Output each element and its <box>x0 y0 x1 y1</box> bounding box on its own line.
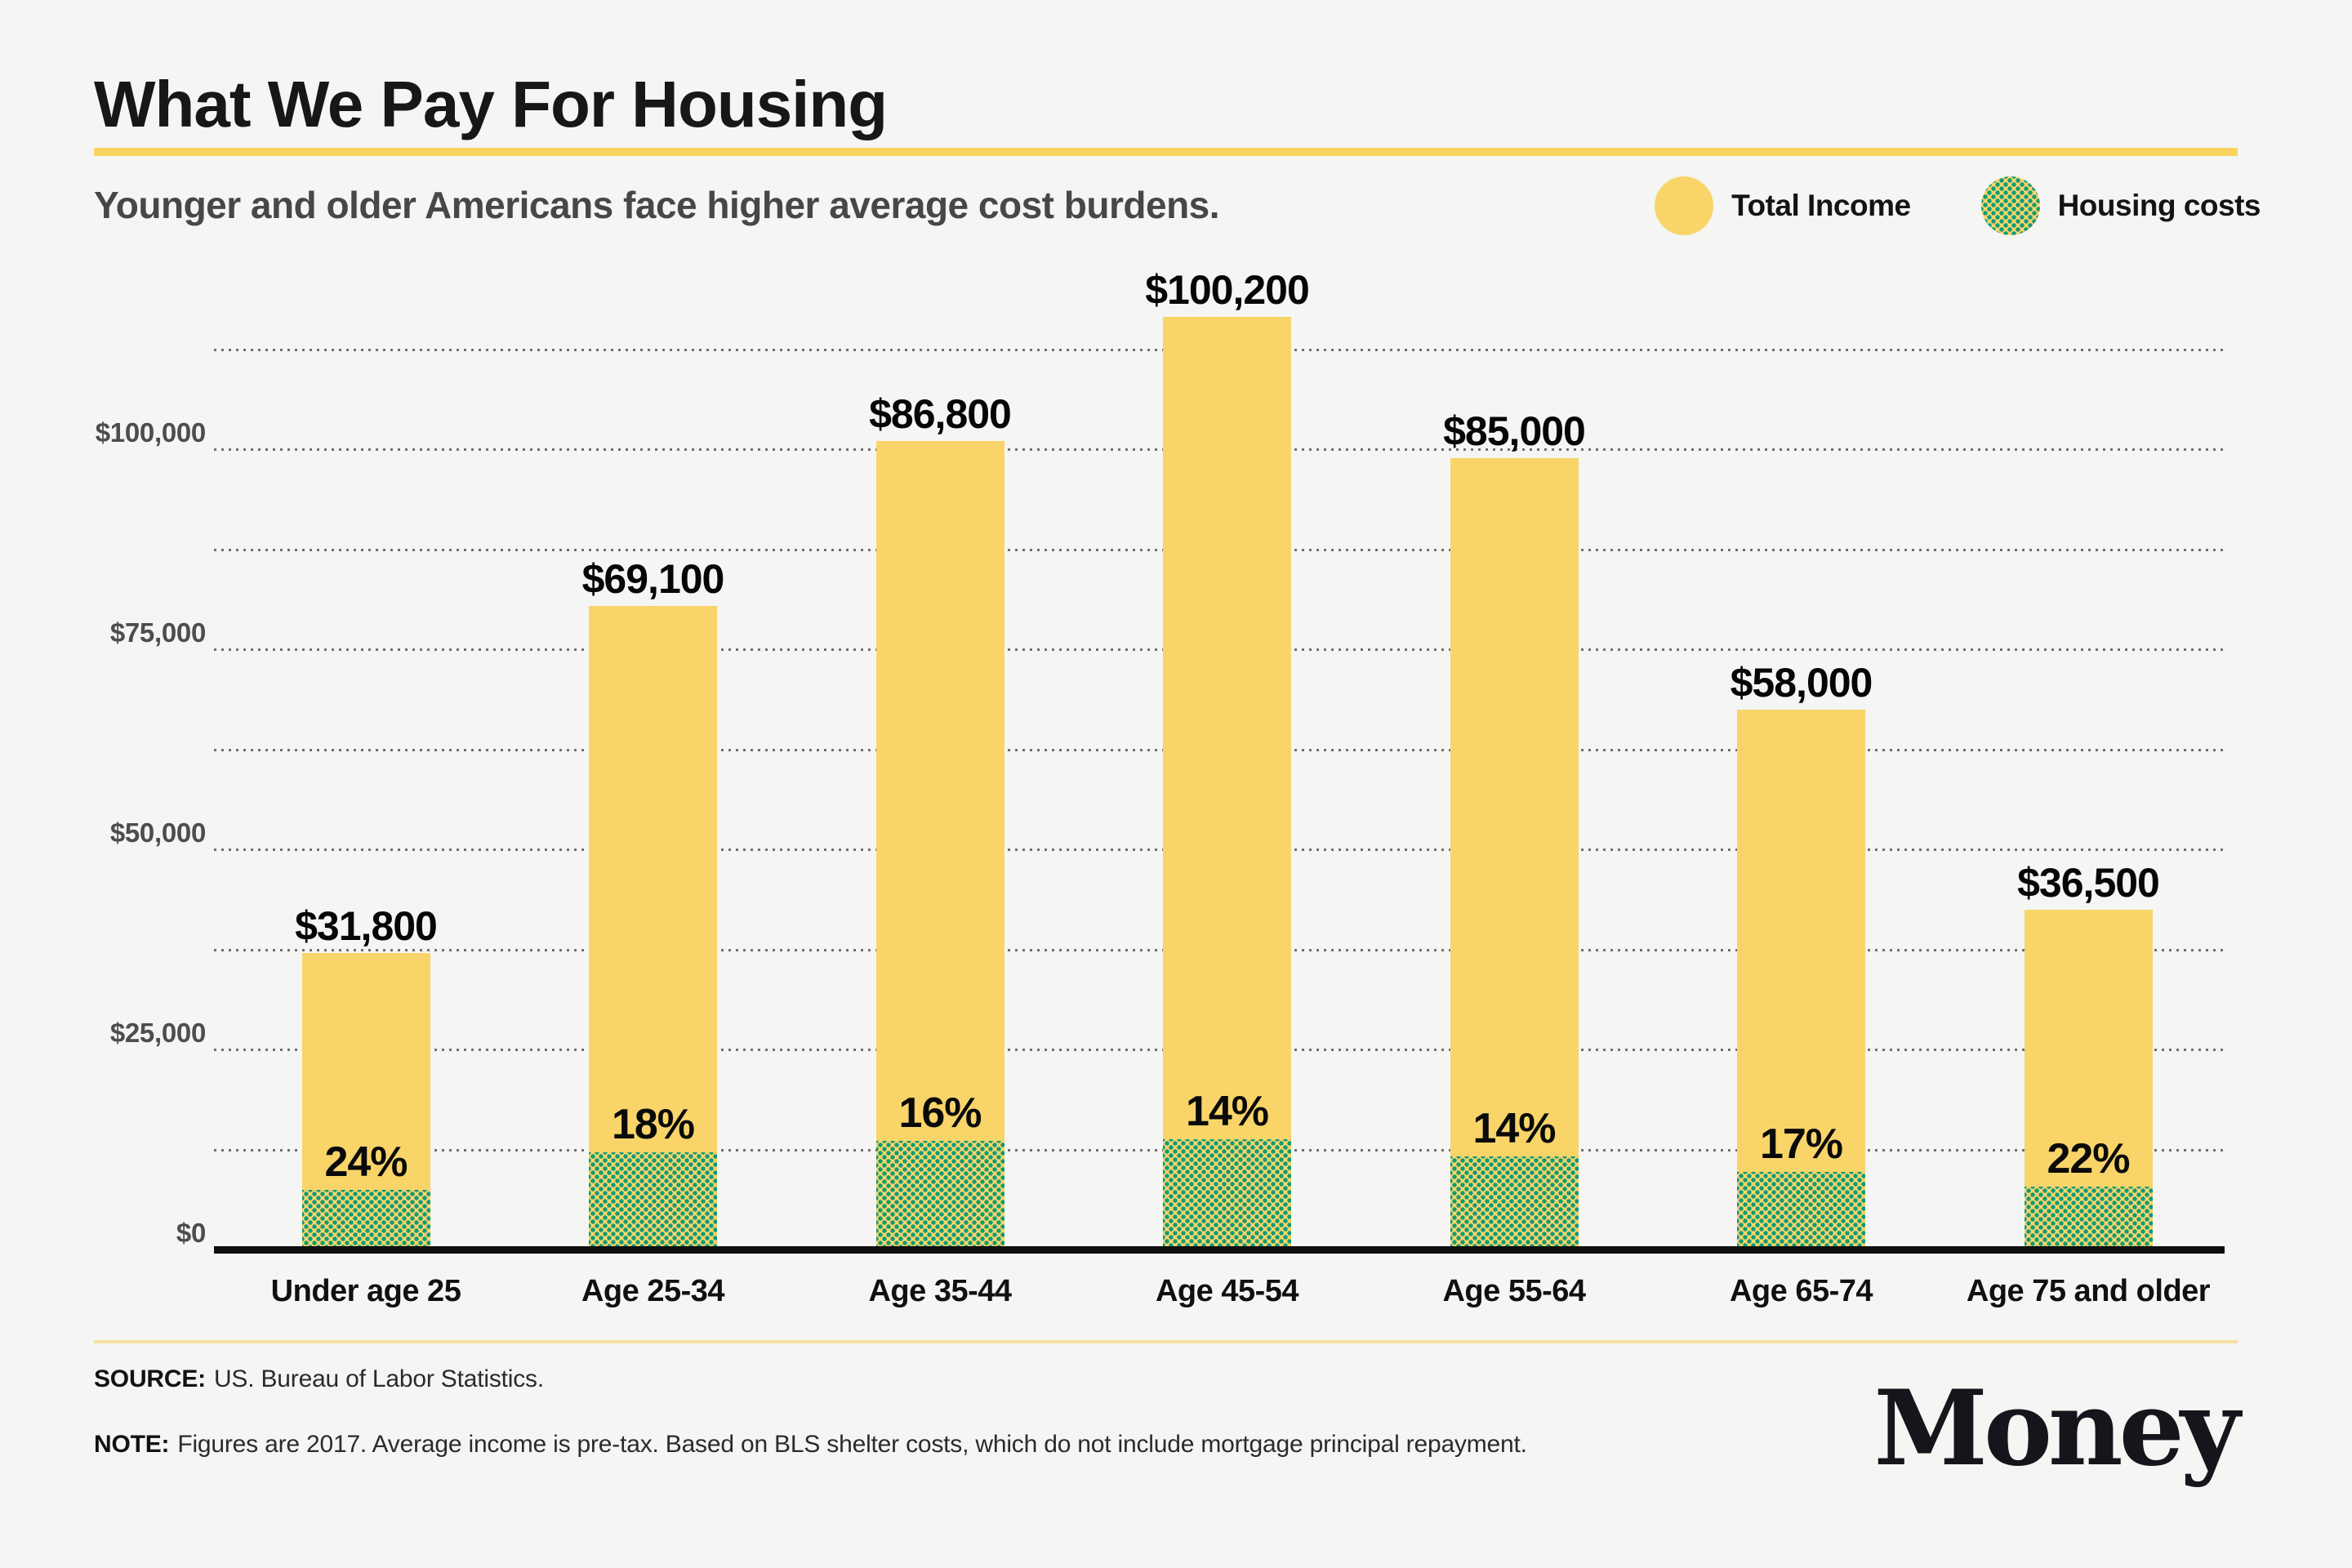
category-label: Age 25-34 <box>581 1274 725 1308</box>
methodology-note: NOTE: Figures are 2017. Average income is… <box>94 1431 1527 1459</box>
housing-percent-label: 22% <box>2047 1134 2130 1183</box>
legend: Total Income Housing costs <box>1655 176 2261 235</box>
title-underline <box>94 148 2238 156</box>
total-income-swatch-icon <box>1655 176 1714 235</box>
legend-label-total-income: Total Income <box>1731 189 1911 222</box>
housing-costs-segment <box>1163 1139 1291 1250</box>
category-label: Age 75 and older <box>1966 1274 2211 1308</box>
subtitle: Younger and older Americans face higher … <box>94 184 1220 226</box>
y-tick-label: $25,000 <box>109 1018 206 1048</box>
income-value-label: $69,100 <box>581 556 725 603</box>
category-label: Age 35-44 <box>868 1274 1012 1308</box>
legend-item-total-income: Total Income <box>1655 176 1911 235</box>
source-text: US. Bureau of Labor Statistics. <box>213 1365 544 1392</box>
y-tick-label: $100,000 <box>95 417 207 448</box>
note-text: Figures are 2017. Average income is pre-… <box>177 1431 1527 1458</box>
y-tick-label: $75,000 <box>109 617 206 648</box>
page-title: What We Pay For Housing <box>94 68 888 140</box>
housing-percent-label: 16% <box>898 1089 982 1137</box>
income-bar <box>589 606 717 1250</box>
income-value-label: $86,800 <box>869 391 1012 438</box>
housing-costs-segment <box>301 1189 430 1250</box>
income-value-label: $58,000 <box>1730 659 1873 706</box>
y-tick-label: $50,000 <box>109 817 206 848</box>
housing-costs-segment <box>1450 1156 1579 1250</box>
footer-divider <box>94 1340 2238 1343</box>
income-value-label: $31,800 <box>295 903 438 950</box>
x-axis-line <box>214 1246 2225 1254</box>
housing-percent-label: 14% <box>1472 1104 1556 1152</box>
housing-costs-segment <box>875 1140 1004 1250</box>
category-label: Age 55-64 <box>1442 1274 1586 1308</box>
y-tick-label: $0 <box>176 1218 206 1248</box>
money-logo: Money <box>1873 1368 2240 1489</box>
income-value-label: $85,000 <box>1443 408 1586 454</box>
source-label: SOURCE: <box>94 1365 206 1392</box>
housing-costs-segment <box>1737 1172 1865 1250</box>
income-bar <box>1450 458 1579 1250</box>
income-bar <box>875 441 1004 1250</box>
housing-percent-label: 14% <box>1185 1088 1269 1136</box>
housing-percent-label: 18% <box>611 1100 695 1148</box>
category-label: Age 45-54 <box>1155 1274 1299 1308</box>
income-value-label: $36,500 <box>2017 859 2160 906</box>
income-bar <box>1737 709 1865 1250</box>
category-label: Age 65-74 <box>1729 1274 1873 1308</box>
housing-costs-segment <box>2024 1186 2153 1250</box>
legend-item-housing-costs: Housing costs <box>1980 176 2261 235</box>
legend-label-housing-costs: Housing costs <box>2057 189 2261 222</box>
housing-percent-label: 24% <box>324 1138 408 1186</box>
housing-percent-label: 17% <box>1759 1120 1843 1169</box>
source-note: SOURCE: US. Bureau of Labor Statistics. <box>94 1365 544 1393</box>
income-value-label: $100,200 <box>1145 266 1310 313</box>
category-label: Under age 25 <box>270 1274 461 1308</box>
note-label: NOTE: <box>94 1431 170 1458</box>
housing-costs-swatch-icon <box>1980 176 2040 235</box>
housing-costs-segment <box>589 1152 717 1250</box>
income-bar <box>1163 316 1291 1250</box>
